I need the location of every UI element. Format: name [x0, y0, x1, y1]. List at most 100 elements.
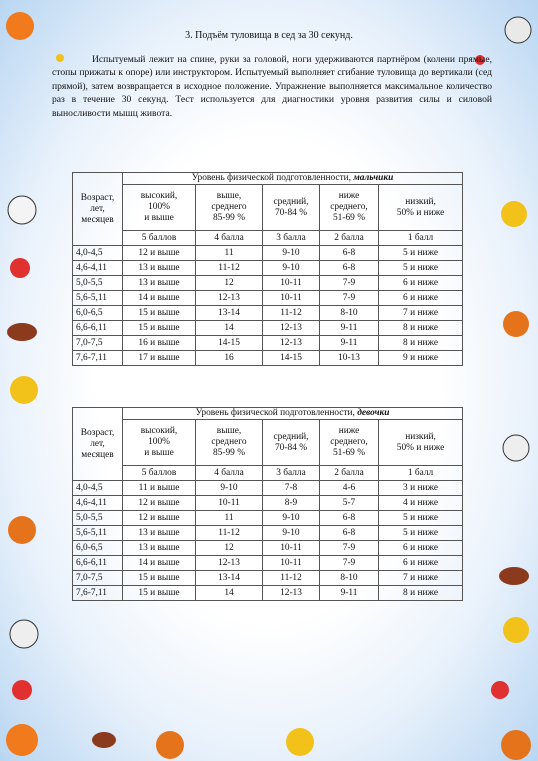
norm-cell: 9-11 — [319, 335, 379, 351]
header-row: Возраст, лет, месяцев Уровень физической по… — [72, 407, 464, 481]
cell-line: 85-99 % — [212, 448, 246, 458]
level-header: низкий, 50% и ниже — [377, 419, 464, 466]
norm-cell: 14 и выше — [122, 290, 196, 306]
score: 2 балла — [319, 230, 379, 246]
norm-cell: 9-11 — [319, 320, 379, 336]
age-cell: 5,0-5,5 — [72, 510, 123, 526]
norm-cell: 12-13 — [262, 335, 320, 351]
norm-cell: 10-11 — [262, 555, 320, 571]
norm-cell: 6 и ниже — [377, 290, 464, 306]
norm-cell: 5 и ниже — [377, 510, 464, 526]
cell-line: высокий, — [140, 426, 178, 436]
score: 2 балла — [319, 465, 379, 481]
norm-cell: 9-10 — [262, 510, 320, 526]
level-header: выше, среднего 85-99 % — [195, 419, 263, 466]
norm-cell: 11-12 — [262, 570, 320, 586]
age-cell: 7,6-7,11 — [72, 585, 123, 601]
norm-cell: 13-14 — [195, 570, 263, 586]
cell-line: среднего — [211, 202, 247, 212]
data-row: 7,0-7,5 15 и выше 13-14 11-12 8-10 7 и ниже — [72, 570, 464, 586]
data-row: 4,6-4,11 13 и выше 11-12 9-10 6-8 5 и ниже — [72, 260, 464, 276]
norm-cell: 17 и выше — [122, 350, 196, 366]
age-cell: 6,6-6,11 — [72, 555, 123, 571]
norm-cell: 7-9 — [319, 275, 379, 291]
level-header: низкий, 50% и ниже — [377, 184, 464, 231]
cell-line: 51-69 % — [332, 213, 366, 223]
norm-cell: 9-10 — [195, 480, 263, 496]
norm-cell: 9-10 — [262, 260, 320, 276]
group-header: Уровень физической подготовленности, дев… — [121, 407, 464, 420]
norm-cell: 8-9 — [262, 495, 320, 511]
norm-cell: 12-13 — [195, 290, 263, 306]
score: 4 балла — [195, 465, 263, 481]
score: 3 балла — [262, 230, 320, 246]
cell-line: ниже — [338, 191, 360, 201]
norm-cell: 12-13 — [262, 585, 320, 601]
cell-line: 70-84 % — [274, 442, 308, 453]
norm-cell: 6 и ниже — [377, 275, 464, 291]
norm-cell: 5 и ниже — [377, 260, 464, 276]
norm-cell: 8-10 — [319, 570, 379, 586]
cell-line: лет, — [90, 203, 105, 214]
age-cell: 7,6-7,11 — [72, 350, 123, 366]
norm-cell: 15 и выше — [122, 320, 196, 336]
age-cell: 5,6-5,11 — [72, 525, 123, 541]
group-header: Уровень физической подготовленности, мал… — [121, 172, 464, 185]
age-cell: 6,6-6,11 — [72, 320, 123, 336]
norm-cell: 12-13 — [262, 320, 320, 336]
balls — [6, 12, 532, 760]
norm-cell: 11 — [195, 245, 263, 261]
norm-cell: 6 и ниже — [377, 555, 464, 571]
cell-line: месяцев — [81, 214, 114, 225]
norm-cell: 15 и выше — [122, 305, 196, 321]
cell-line: среднего, — [330, 437, 368, 447]
norm-cell: 12 — [195, 275, 263, 291]
norm-cell: 14 — [195, 320, 263, 336]
norm-cell: 6-8 — [319, 525, 379, 541]
data-row: 4,6-4,11 12 и выше 10-11 8-9 5-7 4 и ниже — [72, 495, 464, 511]
norm-cell: 12 — [195, 540, 263, 556]
norm-cell: 7 и ниже — [377, 570, 464, 586]
level-header: высокий, 100% и выше — [122, 184, 196, 231]
norm-cell: 11 и выше — [122, 480, 196, 496]
norm-cell: 11-12 — [195, 525, 263, 541]
cell-line: 100% — [148, 202, 170, 212]
cell-line: Возраст, — [80, 192, 115, 203]
norm-cell: 7 и ниже — [377, 305, 464, 321]
header-group: девочки — [357, 408, 390, 418]
cell-line: 85-99 % — [212, 213, 246, 223]
age-cell: 5,6-5,11 — [72, 290, 123, 306]
norm-cell: 9-11 — [319, 585, 379, 601]
age-cell: 7,0-7,5 — [72, 335, 123, 351]
cell-line: среднего — [211, 437, 247, 447]
norm-cell: 16 и выше — [122, 335, 196, 351]
score: 5 баллов — [122, 230, 196, 246]
norm-cell: 13 и выше — [122, 540, 196, 556]
data-row: 6,6-6,11 14 и выше 12-13 10-11 7-9 6 и ниже — [72, 555, 464, 571]
norm-cell: 15 и выше — [122, 570, 196, 586]
norm-cell: 13 и выше — [122, 260, 196, 276]
norm-cell: 8 и ниже — [377, 585, 464, 601]
cell-line: среднего, — [330, 202, 368, 212]
header-prefix: Уровень физической подготовленности, — [195, 408, 358, 418]
norm-cell: 8 и ниже — [377, 320, 464, 336]
age-cell: 4,0-4,5 — [72, 480, 123, 496]
age-header: Возраст, лет, месяцев — [72, 407, 123, 481]
cell-line: и выше — [144, 448, 174, 458]
cell-line: 50% и ниже — [396, 207, 445, 218]
norm-cell: 10-11 — [195, 495, 263, 511]
score: 1 балл — [377, 465, 464, 481]
age-cell: 7,0-7,5 — [72, 570, 123, 586]
norm-cell: 9 и ниже — [377, 350, 464, 366]
norm-cell: 11-12 — [262, 305, 320, 321]
cell-line: 51-69 % — [332, 448, 366, 458]
age-cell: 4,6-4,11 — [72, 260, 123, 276]
norm-cell: 14-15 — [195, 335, 263, 351]
norm-cell: 14-15 — [262, 350, 320, 366]
norm-cell: 10-11 — [262, 540, 320, 556]
data-row: 6,0-6,5 15 и выше 13-14 11-12 8-10 7 и ниже — [72, 305, 464, 321]
level-header: высокий, 100% и выше — [122, 419, 196, 466]
norm-cell: 13 и выше — [122, 275, 196, 291]
